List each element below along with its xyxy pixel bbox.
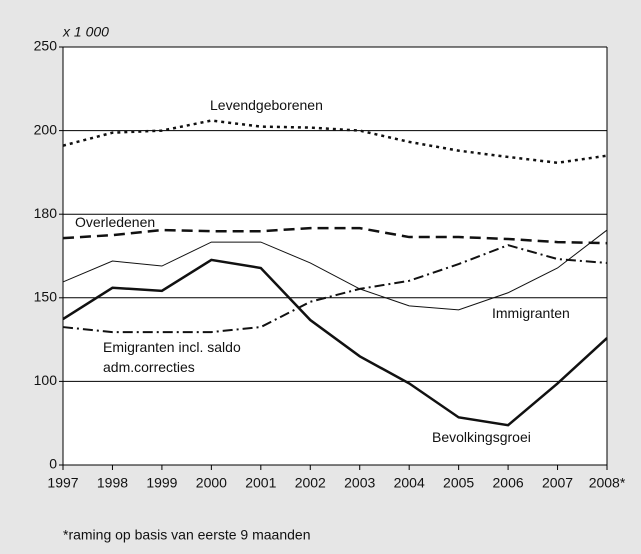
y-tick-label: 100 (34, 372, 58, 388)
x-tick-label: 2003 (344, 475, 375, 491)
y-tick-label: 150 (34, 289, 58, 305)
series-label: Bevolkingsgroei (432, 429, 531, 445)
x-tick-label: 2008* (589, 475, 626, 491)
series-label: Overledenen (75, 214, 156, 230)
series-label: Levendgeborenen (210, 97, 323, 113)
x-tick-label: 1997 (47, 475, 78, 491)
series-line (62, 119, 608, 165)
y-tick-label: 180 (34, 205, 58, 221)
x-tick-label: 2000 (196, 475, 227, 491)
y-tick-label: 250 (34, 38, 58, 54)
series-line (62, 226, 608, 245)
series-label: Emigranten incl. saldo adm.correcties (103, 339, 241, 375)
y-unit-label: x 1 000 (62, 24, 109, 40)
series-line (62, 229, 608, 311)
x-tick-label: 2004 (394, 475, 425, 491)
x-tick-label: 1999 (146, 475, 177, 491)
y-tick-label: 200 (34, 121, 58, 137)
series-line (62, 258, 608, 427)
x-tick-label: 1998 (97, 475, 128, 491)
footnote: *raming op basis van eerste 9 maanden (63, 527, 310, 543)
plot-area (63, 47, 607, 465)
x-tick-label: 2007 (542, 475, 573, 491)
x-tick-label: 2002 (295, 475, 326, 491)
y-tick-label: 0 (49, 456, 57, 472)
x-tick-label: 2006 (493, 475, 524, 491)
series-label: Immigranten (492, 305, 570, 321)
x-tick-label: 2005 (443, 475, 474, 491)
series-line (62, 244, 608, 334)
x-tick-label: 2001 (245, 475, 276, 491)
